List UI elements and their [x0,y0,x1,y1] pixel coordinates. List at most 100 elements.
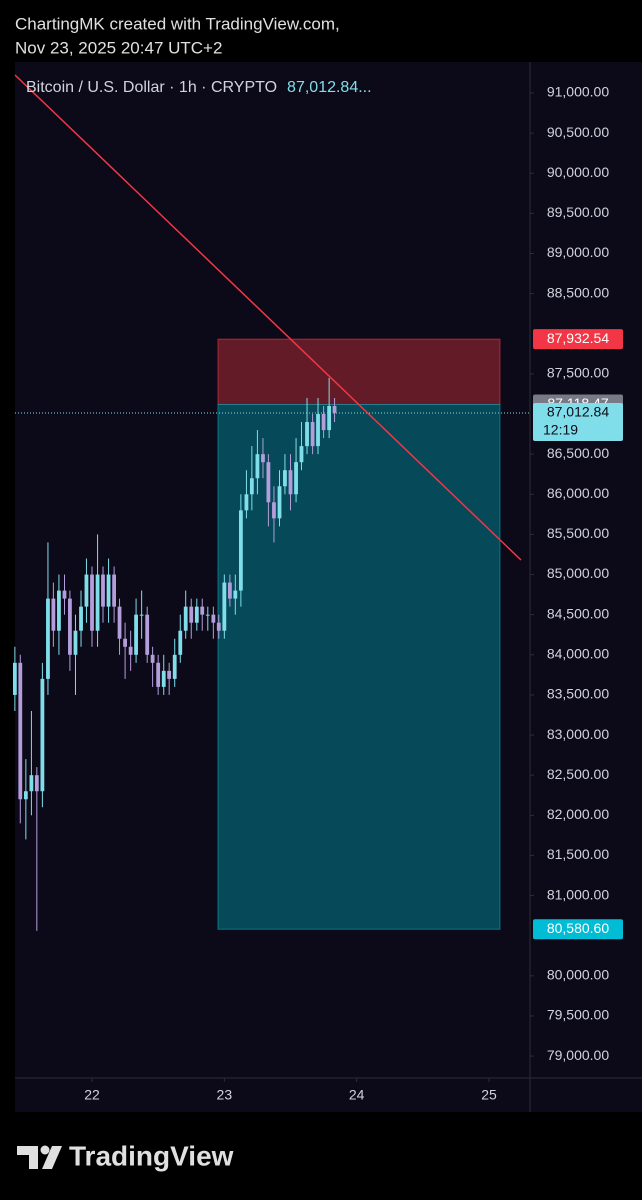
y-tick-label: 84,500.00 [547,605,609,621]
candle-body [255,454,260,479]
candle-body [194,606,199,623]
candle-body [139,614,144,616]
candle-body [227,582,232,599]
y-tick-label: 91,000.00 [547,84,609,100]
candle-body [128,646,133,655]
candle-body [40,678,45,792]
candle-body [62,590,67,599]
candle-body [321,414,326,431]
candle-body [249,478,254,495]
candle-body [84,574,89,607]
last-price: 87,012.84... [287,79,372,96]
candle-body [261,454,265,463]
candle-body [310,422,315,447]
y-tick-label: 90,000.00 [547,164,609,180]
price-tag [533,329,623,350]
symbol: Bitcoin / U.S. Dollar · 1h · CRYPTO [26,79,277,96]
y-tick-label: 80,000.00 [547,967,609,983]
y-tick-label: 87,500.00 [547,365,609,381]
y-tick-label: 86,500.00 [547,445,609,461]
candle-body [12,662,17,695]
candle-body [172,654,177,679]
y-tick-label: 88,500.00 [547,284,609,300]
candle-body [211,614,216,623]
y-tick-label: 84,000.00 [547,645,609,661]
price-tag-label: 87,932.54 [547,330,609,346]
price-tag-label: 87,012.84 [547,404,609,420]
header-date: Nov 23, 2025 20:47 UTC+2 [15,38,222,57]
plot [12,338,530,931]
x-tick-label: 25 [481,1087,497,1103]
candle-body [222,582,227,631]
candle-body [51,598,56,631]
candle-body [79,606,83,631]
candle-body [200,606,205,615]
candle-body [73,630,78,655]
y-tick-label: 85,000.00 [547,565,609,581]
candle-body [46,598,50,679]
logo-slash [42,1146,62,1169]
price-tag-label: 80,580.60 [547,920,609,936]
candle-body [189,606,194,623]
trend-line [14,74,522,561]
candle-body [266,462,271,503]
y-tick-label: 81,500.00 [547,846,609,862]
candle-body [167,670,172,679]
candle-body [277,486,282,519]
candle-body [216,622,221,631]
y-tick-label: 83,000.00 [547,726,609,742]
brand-logo [17,1145,62,1169]
candle-body [112,574,117,607]
candle-body [101,574,105,607]
y-tick-label: 79,500.00 [547,1007,609,1023]
candle-body [161,670,166,687]
y-tick-label: 89,500.00 [547,204,609,220]
candle-body [294,462,298,495]
chart-title: Bitcoin / U.S. Dollar · 1h · CRYPTO 87,01… [26,79,372,96]
candle-body [283,470,287,487]
header-author: ChartingMK created with TradingView.com, [15,14,340,33]
candle-body [299,446,304,463]
candle-body [68,598,72,655]
candle-body [90,574,94,631]
x-tick-label: 22 [84,1087,100,1103]
x-tick-label: 23 [217,1087,233,1103]
candle-body [244,494,249,511]
stop-zone [217,338,501,406]
candle-body [18,662,23,800]
candle-body [123,638,127,647]
candle-body [178,630,183,655]
candle-body [34,775,39,792]
candle-body [288,470,293,495]
price-tag [533,402,623,441]
price-tag [533,919,623,940]
candle-body [95,574,100,631]
y-tick-label: 86,000.00 [547,485,609,501]
candle-body [327,405,332,431]
y-tick-label: 82,000.00 [547,806,609,822]
candle-body [205,614,210,616]
candle-body [29,775,34,792]
candle-body [106,574,111,607]
candle-body [117,606,122,639]
y-tick-label: 82,500.00 [547,766,609,782]
logo-t [17,1146,38,1169]
logo-dot [40,1145,50,1155]
target-zone [217,404,501,930]
y-tick-label: 83,500.00 [547,686,609,702]
candle-body [183,606,188,631]
y-tick-label: 85,500.00 [547,525,609,541]
y-tick-label: 81,000.00 [547,886,609,902]
y-tick-label: 90,500.00 [547,124,609,140]
candle-body [23,791,28,800]
candle-body [233,590,238,599]
candle-body [57,590,61,631]
countdown: 12:19 [543,422,578,438]
y-tick-label: 79,000.00 [547,1047,609,1063]
candle-body [316,414,320,447]
candle-body [150,654,155,663]
y-tick-label: 89,000.00 [547,244,609,260]
axis: 79,000.00 79,500.00 80,000.00 81,000.00 81,5… [84,84,623,1103]
